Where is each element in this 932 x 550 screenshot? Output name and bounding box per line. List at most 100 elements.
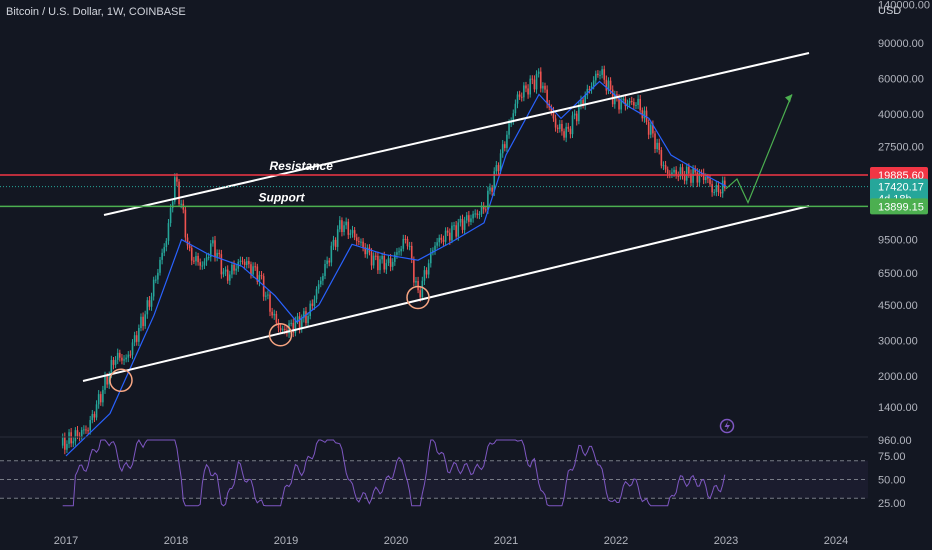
candle-body xyxy=(87,430,89,432)
candle-body xyxy=(614,94,616,105)
candle-body xyxy=(93,413,96,418)
candle-body xyxy=(677,175,680,177)
candle-body xyxy=(474,213,476,215)
candle-body xyxy=(275,313,278,323)
candle-body xyxy=(214,240,216,258)
candle-body xyxy=(542,85,544,89)
candle-body xyxy=(493,171,496,192)
candle-body xyxy=(664,165,667,170)
candle-body xyxy=(626,103,629,107)
candle-body xyxy=(154,279,157,281)
candle-body xyxy=(140,316,142,328)
candle-body xyxy=(341,220,343,232)
candle-body xyxy=(410,245,413,260)
candle-body xyxy=(146,300,149,315)
candle-body xyxy=(61,436,64,446)
candle-body xyxy=(385,263,388,270)
candle-body xyxy=(135,335,138,342)
candle-body xyxy=(590,86,593,90)
price-axis-currency: USD xyxy=(878,5,901,17)
candle-body xyxy=(609,80,612,90)
candle-body xyxy=(180,203,182,205)
candle-body xyxy=(499,153,502,172)
candle-body xyxy=(349,233,352,235)
candle-body xyxy=(529,78,531,95)
candle-body xyxy=(178,181,180,204)
candle-body xyxy=(85,429,87,431)
candle-body xyxy=(675,169,677,176)
candle-body xyxy=(64,436,66,450)
candle-body xyxy=(239,260,242,262)
candle-body xyxy=(690,173,692,183)
candle-body xyxy=(133,335,136,343)
candle-body xyxy=(438,237,441,243)
candle-body xyxy=(258,275,261,282)
candle-body xyxy=(472,213,474,219)
candle-body xyxy=(294,320,297,333)
candle-body xyxy=(679,167,682,177)
candle-body xyxy=(226,269,229,281)
symbol-title: Bitcoin / U.S. Dollar, 1W, COINBASE xyxy=(6,6,186,18)
candle-body xyxy=(307,316,309,324)
candle-body xyxy=(281,328,284,331)
candle-body xyxy=(459,218,462,223)
candle-body xyxy=(252,266,254,275)
price-axis-tick: 9500.00 xyxy=(878,235,918,247)
candle-body xyxy=(618,98,620,110)
candle-body xyxy=(366,247,369,255)
candle-body xyxy=(250,264,252,275)
candle-body xyxy=(267,294,269,296)
candle-body xyxy=(504,144,506,148)
candle-body xyxy=(201,265,204,267)
candle-body xyxy=(597,73,599,76)
candle-body xyxy=(417,280,419,291)
candle-body xyxy=(715,185,718,192)
candle-body xyxy=(563,131,565,138)
candle-body xyxy=(683,175,686,181)
candle-body xyxy=(131,342,134,355)
candle-body xyxy=(635,104,637,106)
candle-body xyxy=(592,80,595,87)
support-price-badge xyxy=(870,198,928,215)
candle-body xyxy=(212,240,214,244)
candle-body xyxy=(506,134,508,148)
candle-body xyxy=(396,252,398,255)
candle-body xyxy=(383,256,386,270)
candle-body xyxy=(91,413,94,421)
candle-body xyxy=(533,79,536,90)
candle-body xyxy=(241,260,244,262)
candle-body xyxy=(68,432,70,444)
candle-body xyxy=(630,101,633,103)
candle-body xyxy=(440,237,443,240)
candle-body xyxy=(260,275,263,277)
price-axis: USD200000.00140000.0090000.0060000.00400… xyxy=(878,0,930,447)
candle-body xyxy=(514,103,517,114)
price-axis-tick: 2000.00 xyxy=(878,371,918,383)
candle-body xyxy=(381,256,383,260)
candle-body xyxy=(248,261,250,265)
candle-body xyxy=(707,176,709,179)
candle-body xyxy=(70,432,72,444)
support-label: Support xyxy=(259,190,306,204)
candle-body xyxy=(125,357,127,360)
price-axis-tick: 3000.00 xyxy=(878,335,918,347)
candle-body xyxy=(425,270,428,275)
candle-body xyxy=(229,274,231,281)
candle-body xyxy=(696,172,699,183)
candle-body xyxy=(487,190,489,210)
candle-body xyxy=(231,264,233,275)
price-axis-tick: 90000.00 xyxy=(878,38,924,50)
candle-body xyxy=(317,284,320,290)
candle-body xyxy=(138,327,140,342)
candle-body xyxy=(550,107,553,112)
candle-body xyxy=(207,257,210,259)
candle-body xyxy=(415,280,417,283)
candle-body xyxy=(311,303,314,306)
candle-body xyxy=(167,223,170,241)
candle-body xyxy=(171,201,174,209)
candle-body xyxy=(298,316,301,330)
candle-body xyxy=(387,258,390,264)
candle-body xyxy=(525,85,527,89)
candle-body xyxy=(169,208,172,224)
